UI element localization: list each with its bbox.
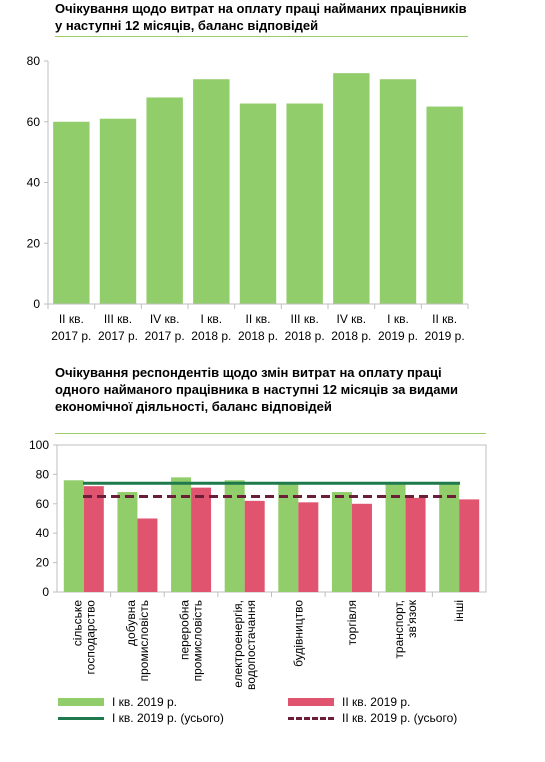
chart2-x-label-3-0: електроенергія,	[231, 600, 245, 688]
chart2-bar-s1-5	[351, 503, 372, 592]
chart1-x-label-3-0: I кв.	[201, 312, 223, 326]
chart2-bar-s0-4	[278, 483, 299, 592]
chart2-x-label-2-0: переробна	[178, 600, 192, 660]
chart2-bar-s1-2	[191, 487, 212, 592]
legend-label-total2: II кв. 2019 р. (усього)	[342, 711, 458, 725]
chart1-bar-8	[426, 106, 463, 304]
chart2-x-label-6-0: транспорт,	[392, 600, 406, 659]
chart1-bar-4	[239, 103, 277, 305]
chart1-title-rule	[55, 36, 468, 37]
chart1-y-tick-label-1: 20	[27, 236, 41, 250]
chart2-bar-s1-0	[83, 486, 104, 592]
chart1-x-label-6-1: 2018 р.	[331, 329, 371, 343]
legend-label-total1: I кв. 2019 р. (усього)	[112, 711, 224, 725]
chart1-y-tick-label-3: 60	[27, 115, 41, 129]
chart1-x-label-2-1: 2017 р.	[145, 329, 185, 343]
chart1-title: Очікування щодо витрат на оплату праці н…	[55, 1, 467, 33]
chart1-x-label-4-0: II кв.	[246, 312, 271, 326]
chart1-x-label-8-1: 2019 р.	[425, 329, 465, 343]
chart2-y-tick-label-3: 60	[36, 497, 50, 511]
chart1-x-label-3-1: 2018 р.	[191, 329, 231, 343]
chart2-bar-s0-6	[385, 483, 406, 592]
chart2-bar-s0-3	[224, 480, 245, 592]
chart2-y-tick-label-5: 100	[29, 438, 49, 452]
chart2-x-label-0-1: господарство	[83, 600, 97, 675]
chart2-y-tick-label-1: 20	[36, 556, 50, 570]
legend-label-series1: I кв. 2019 р.	[112, 695, 177, 709]
chart2-bar-s1-3	[244, 500, 265, 592]
chart1-x-label-5-1: 2018 р.	[285, 329, 325, 343]
chart1-y-tick-label-4: 80	[27, 54, 41, 68]
chart2-x-label-3-1: водопостачання	[244, 600, 258, 690]
legend-item-total2: II кв. 2019 р. (усього)	[288, 711, 457, 725]
chart1-bar-5	[286, 103, 323, 305]
chart2-x-label-0-0: сільське	[70, 600, 84, 647]
chart2-x-label-1-1: промисловість	[137, 600, 151, 681]
chart2-y-tick-label-0: 0	[42, 585, 49, 599]
chart2-x-label-7-0: інші	[452, 600, 466, 622]
chart1-x-label-5-0: III кв.	[291, 312, 319, 326]
legend-line-green	[58, 716, 104, 720]
legend-swatch-pink	[288, 698, 334, 706]
chart1-x-label-1-1: 2017 р.	[98, 329, 138, 343]
chart1-y-tick-label-2: 40	[27, 176, 41, 190]
chart1-bar-2	[146, 97, 183, 304]
chart2-bar-s0-7	[439, 483, 460, 592]
chart1-bar-1	[99, 118, 137, 305]
chart2-y-tick-label-4: 80	[36, 467, 50, 481]
chart1-bar-7	[379, 79, 417, 304]
chart2-x-label-6-1: зв'язок	[405, 599, 419, 638]
chart1-x-label-6-0: IV кв.	[337, 312, 367, 326]
chart2-bar-s0-2	[171, 477, 192, 592]
chart1-y-tick-label-0: 0	[33, 297, 40, 311]
chart2-bar-s0-0	[63, 480, 84, 592]
chart2-bar-s0-1	[117, 492, 138, 592]
legend-item-total1: I кв. 2019 р. (усього)	[58, 711, 224, 725]
chart2-bar-s0-5	[331, 492, 352, 592]
chart1-bar-0	[53, 121, 90, 304]
chart1-x-label-2-0: IV кв.	[150, 312, 180, 326]
legend-swatch-green	[58, 698, 104, 706]
chart2-x-label-5-0: торгівля	[345, 600, 359, 645]
chart2-y-tick-label-2: 40	[36, 526, 50, 540]
chart1-x-label-7-0: I кв.	[387, 312, 409, 326]
chart1-x-label-0-1: 2017 р.	[51, 329, 91, 343]
chart1-bar-3	[193, 79, 230, 304]
chart1-x-label-7-1: 2019 р.	[378, 329, 418, 343]
chart2-x-label-2-1: промисловість	[191, 600, 205, 681]
chart1-plot: 0 20 40 60 80 II кв. 2017 р. III кв. 2017 р. IV к…	[27, 54, 469, 343]
chart2-bar-s1-4	[298, 502, 319, 592]
legend-item-series2: II кв. 2019 р.	[288, 695, 410, 709]
legend-label-series2: II кв. 2019 р.	[342, 695, 411, 709]
chart2-x-label-1-0: добувна	[124, 600, 138, 646]
chart2-x-label-4-0: будівництво	[291, 600, 305, 667]
chart1-bar-6	[333, 73, 370, 305]
legend-line-maroon	[288, 716, 334, 720]
chart1-x-label-0-0: II кв.	[59, 312, 84, 326]
chart1-x-label-8-0: II кв.	[432, 312, 457, 326]
chart1-x-label-1-0: III кв.	[104, 312, 132, 326]
legend-item-series1: I кв. 2019 р.	[58, 695, 177, 709]
chart2-title: Очікування респондентів щодо змін витрат…	[55, 365, 459, 414]
chart2-bar-s1-6	[405, 497, 426, 592]
chart2-bar-s1-1	[137, 518, 158, 592]
chart2-title-rule	[55, 433, 486, 434]
chart1-x-label-4-1: 2018 р.	[238, 329, 278, 343]
chart2-bar-s1-7	[459, 499, 480, 592]
